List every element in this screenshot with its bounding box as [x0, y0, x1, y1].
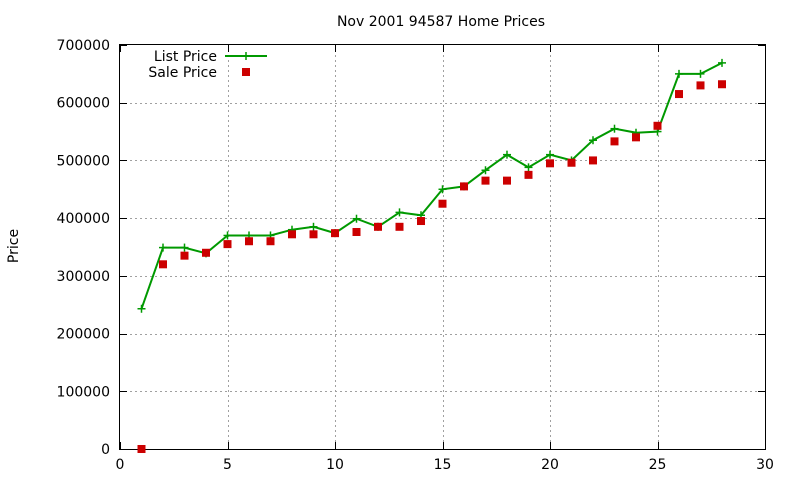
series	[137, 58, 726, 453]
x-tick-label: 30	[756, 457, 774, 473]
y-tick-label: 100000	[57, 384, 110, 400]
x-tick-label: 25	[649, 457, 667, 473]
list-price-point	[395, 208, 404, 217]
y-tick-label: 200000	[57, 327, 110, 343]
list-price-point	[503, 150, 511, 159]
sale-price-point	[675, 90, 683, 99]
sale-price-point	[266, 237, 275, 246]
y-tick-label: 700000	[57, 38, 110, 54]
list-price-point	[718, 58, 726, 67]
series-0	[137, 58, 726, 313]
list-price-point	[589, 136, 597, 145]
y-tick-label: 400000	[57, 211, 110, 227]
sale-price-point	[288, 230, 296, 239]
sale-price-point	[245, 237, 253, 246]
sale-price-point	[438, 199, 447, 208]
sale-price-point	[180, 251, 189, 260]
x-tick-label: 15	[434, 457, 452, 473]
list-price-point	[309, 222, 318, 231]
sale-price-point	[460, 182, 468, 191]
y-tick-label: 600000	[57, 96, 110, 112]
sale-price-point	[309, 230, 318, 239]
list-price-point	[481, 166, 490, 175]
sale-price-point	[331, 229, 339, 238]
y-axis-label: Price	[6, 229, 22, 263]
list-price-point	[524, 163, 533, 172]
legend-label: List Price	[154, 49, 217, 65]
sale-price-point	[567, 158, 576, 167]
y-tick-label: 500000	[57, 153, 110, 169]
y-tick-label: 0	[101, 442, 110, 458]
list-price-point	[696, 69, 705, 78]
legend-cross-swatch	[242, 52, 250, 60]
list-price-point	[546, 150, 554, 159]
sale-price-point	[137, 445, 146, 453]
sale-price-point	[159, 260, 167, 269]
list-price-point	[610, 124, 619, 133]
plot-frame	[119, 44, 766, 450]
sale-price-point	[352, 227, 361, 236]
list-price-point	[159, 243, 167, 252]
sale-price-point	[417, 217, 425, 226]
list-price-point	[137, 304, 146, 313]
sale-price-point	[503, 176, 511, 185]
sale-price-point	[589, 156, 597, 165]
series-1	[137, 80, 726, 453]
sale-price-point	[653, 121, 662, 130]
list-price-point	[223, 231, 232, 240]
list-price-point	[438, 185, 447, 194]
y-tick-label: 300000	[57, 269, 110, 285]
sale-price-point	[374, 222, 382, 231]
sale-price-point	[610, 137, 619, 146]
list-price-point	[352, 214, 361, 223]
legend-label: Sale Price	[148, 65, 217, 81]
sale-price-point	[718, 80, 726, 89]
sale-price-point	[524, 170, 533, 179]
x-tick-label: 20	[541, 457, 559, 473]
list-price-point	[675, 69, 683, 78]
x-tick-label: 10	[326, 457, 344, 473]
x-tick-label: 5	[223, 457, 232, 473]
sale-price-point	[546, 159, 554, 168]
x-tick-label: 0	[116, 457, 125, 473]
legend-square-swatch	[242, 68, 250, 76]
sale-price-point	[395, 222, 404, 231]
list-price-point	[180, 243, 189, 252]
list-price-line	[140, 62, 723, 310]
sale-price-point	[696, 81, 705, 90]
sale-price-point	[481, 176, 490, 185]
chart-title: Nov 2001 94587 Home Prices	[337, 14, 545, 30]
sale-price-point	[202, 248, 210, 257]
sale-price-point	[223, 240, 232, 249]
sale-price-point	[632, 133, 640, 142]
